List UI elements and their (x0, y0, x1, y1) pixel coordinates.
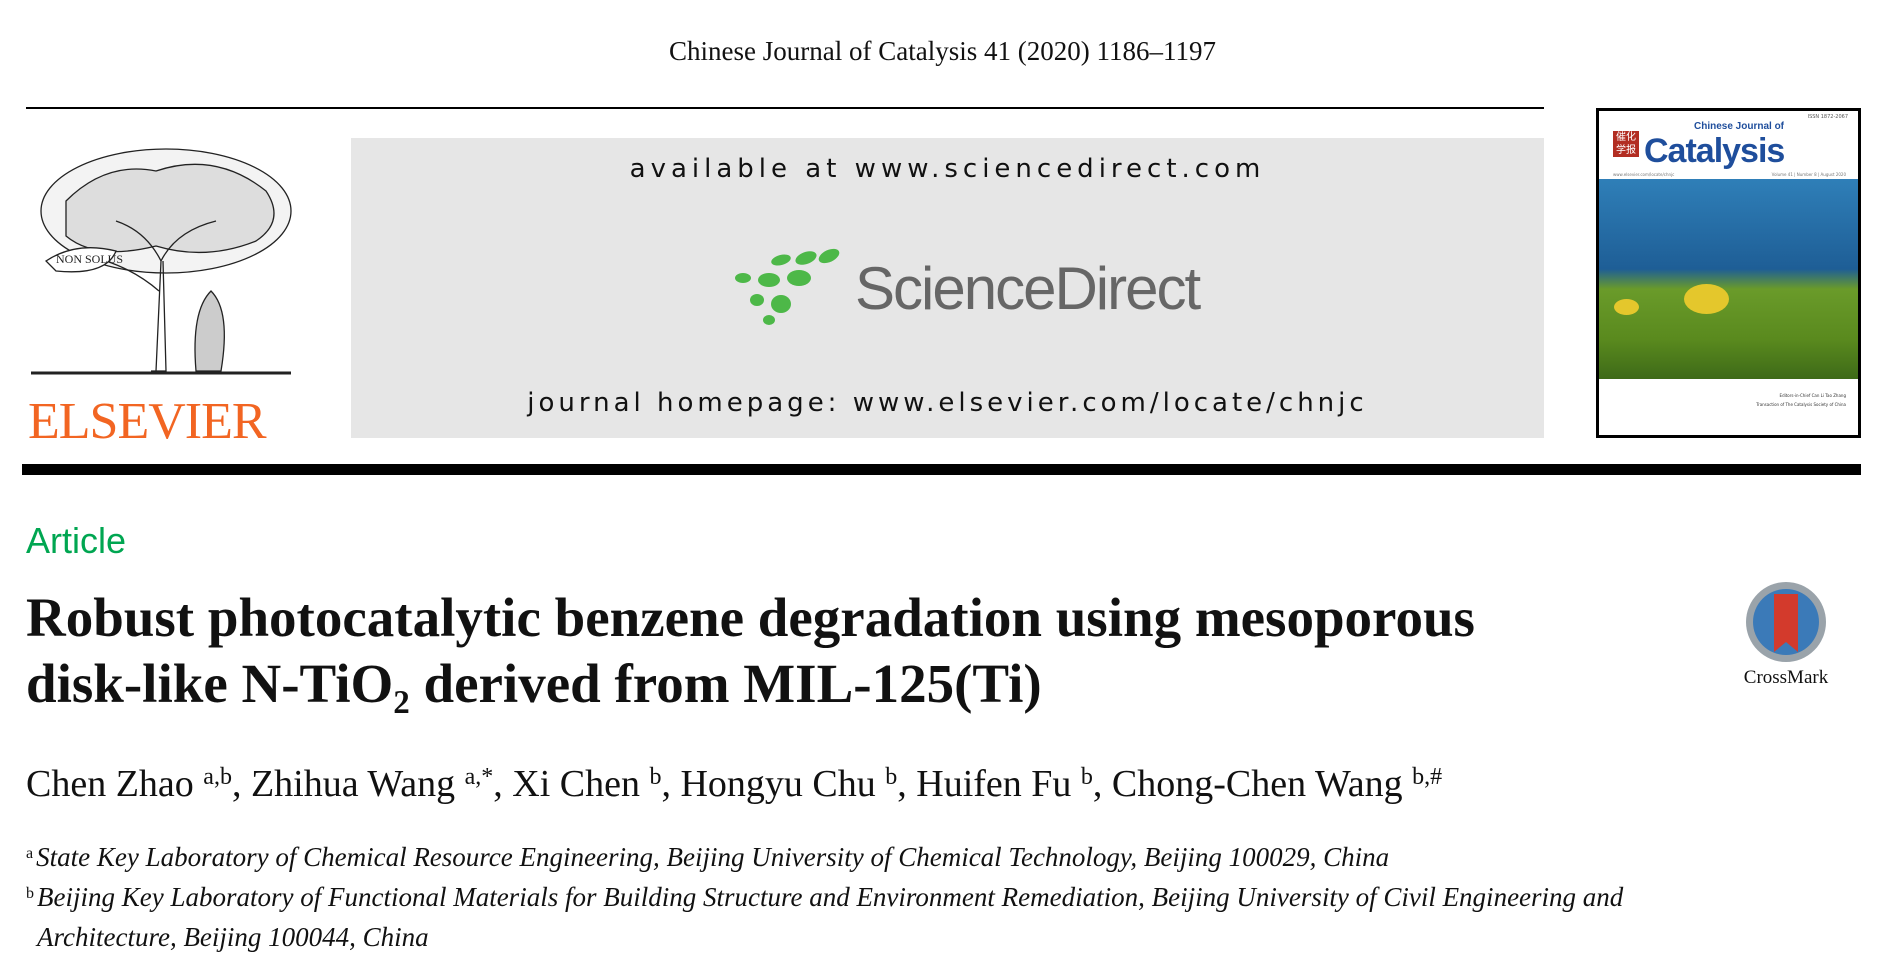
author-affil: a,b (203, 764, 232, 790)
affiliation-a: a State Key Laboratory of Chemical Resour… (26, 842, 1389, 873)
journal-homepage-link[interactable]: journal homepage: www.elsevier.com/locat… (527, 388, 1368, 418)
title-line-1: Robust photocatalytic benzene degradatio… (26, 587, 1475, 648)
journal-cover[interactable]: ISSN 1872-2067 催化学报 Chinese Journal of C… (1596, 108, 1861, 438)
cover-journal-line1: Chinese Journal of (1694, 121, 1785, 132)
cover-issue: Volume 41 | Number 8 | August 2020 (1771, 172, 1846, 177)
affiliation-text: Beijing Key Laboratory of Functional Mat… (37, 882, 1624, 912)
motto: NON SOLUS (56, 252, 123, 266)
affiliation-mark: a (26, 845, 34, 862)
article-type-label: Article (26, 520, 127, 561)
sciencedirect-wordmark: ScienceDirect (855, 254, 1201, 322)
cover-chinese-logo: 催化学报 (1613, 131, 1639, 157)
affiliation-mark: b (26, 885, 34, 902)
header-divider (22, 464, 1861, 475)
cover-transaction: Transaction of The Catalysis Society of … (1756, 402, 1846, 407)
author-list: Chen Zhao a,b, Zhihua Wang a,*, Xi Chen … (26, 763, 1443, 805)
author-name[interactable]: Chong-Chen Wang (1111, 763, 1403, 805)
cover-url: www.elsevier.com/locate/chnjc (1613, 172, 1675, 177)
available-at-link[interactable]: available at www.sciencedirect.com (629, 154, 1266, 184)
author-name[interactable]: Xi Chen (512, 763, 640, 805)
sciencedirect-banner: available at www.sciencedirect.com Scien… (351, 138, 1544, 438)
elsevier-tree-logo: NON SOLUS (26, 141, 298, 446)
cover-editors: Editors-in-Chief Can Li Tao Zhang (1779, 393, 1846, 398)
author-name[interactable]: Zhihua Wang (250, 763, 456, 805)
affiliation-text: State Key Laboratory of Chemical Resourc… (36, 842, 1390, 872)
author-name[interactable]: Chen Zhao (26, 763, 194, 805)
title-line-2: disk-like N-TiO₂ derived from MIL-125(Ti… (26, 653, 1042, 714)
author-affil: b (1080, 764, 1093, 790)
cover-issn: ISSN 1872-2067 (1807, 114, 1848, 120)
cover-journal-line2: Catalysis (1644, 132, 1785, 170)
header-rule (26, 107, 1544, 109)
sciencedirect-dots-icon (735, 248, 840, 325)
elsevier-wordmark[interactable]: ELSEVIER (28, 393, 267, 450)
affiliation-b: b Beijing Key Laboratory of Functional Ma… (26, 882, 1623, 913)
crossmark-icon (1746, 582, 1826, 662)
author-name[interactable]: Huifen Fu (916, 763, 1072, 805)
article-title: Robust photocatalytic benzene degradatio… (26, 585, 1726, 717)
author-affil: a,* (464, 764, 494, 790)
crossmark-label: CrossMark (1743, 667, 1829, 688)
author-name[interactable]: Hongyu Chu (680, 763, 876, 805)
sciencedirect-logo[interactable]: ScienceDirect (721, 248, 1201, 328)
journal-citation: Chinese Journal of Catalysis 41 (2020) 1… (669, 36, 1216, 66)
affiliation-b-cont: Architecture, Beijing 100044, China (37, 922, 429, 952)
author-affil: b (649, 764, 662, 790)
crossmark-button[interactable]: CrossMark (1736, 580, 1836, 689)
author-affil: b,# (1412, 764, 1443, 790)
author-affil: b (885, 764, 898, 790)
cover-artwork (1599, 179, 1858, 379)
